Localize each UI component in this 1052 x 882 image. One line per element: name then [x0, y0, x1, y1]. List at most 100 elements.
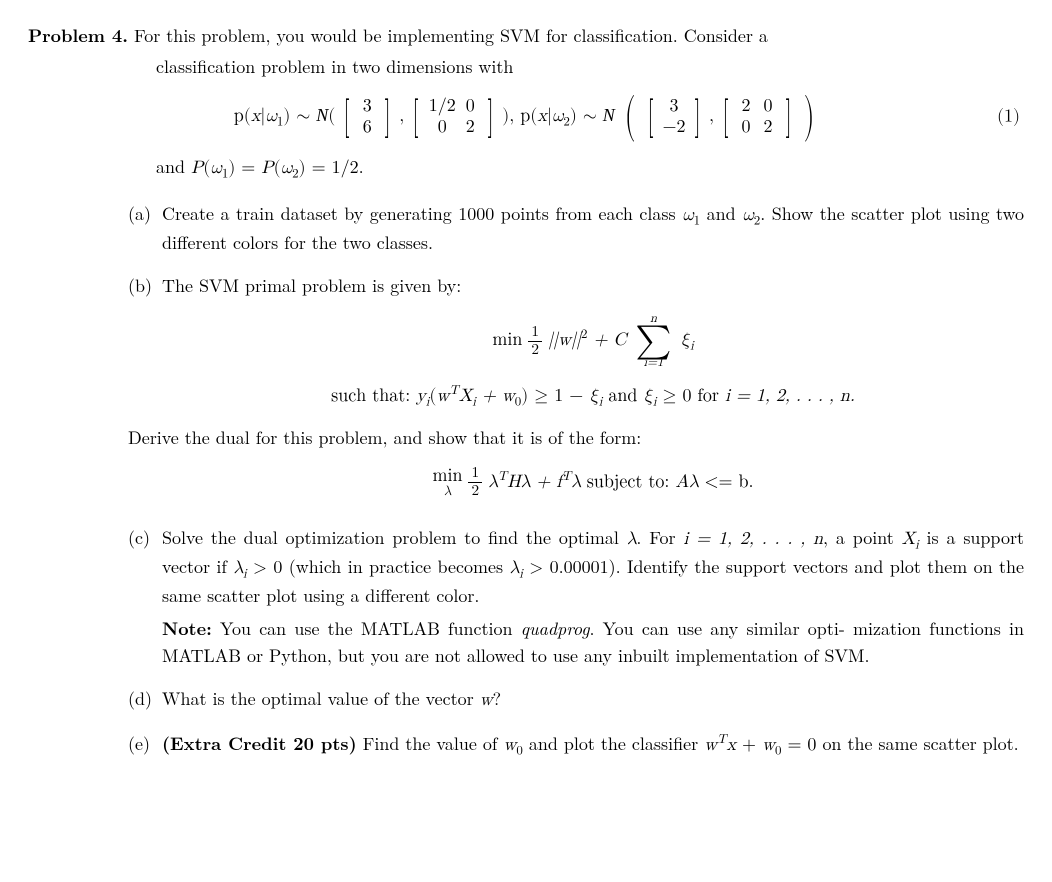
c-l2c: > 0 (which in practice becomes: [247, 554, 510, 579]
part-b: (b) The SVM primal problem is given by: …: [128, 272, 1024, 514]
b-xi2: ξ: [589, 387, 599, 405]
c-irange: i = 1, 2, . . . , n: [683, 530, 823, 548]
b-xi-sub: i: [690, 340, 694, 353]
eq1-x1: x: [251, 107, 261, 125]
b-Xi: X: [459, 387, 473, 405]
b-and: and: [602, 387, 643, 405]
b-irange: i = 1, 2, . . . , n.: [725, 387, 855, 405]
eq1-sim2: ) ∼: [570, 107, 603, 125]
priors-P1: P: [191, 159, 203, 177]
c-Xi: X: [902, 530, 916, 548]
eq1-comma2: ,: [709, 107, 714, 125]
equation-1: p(x|ω1) ∼ N( [36] , [1/2002] ), p(x|ω2) …: [28, 94, 1024, 139]
dual-plusf: + f: [530, 473, 561, 491]
priors-line: and P(ω1) = P(ω2) = 1/2.: [156, 153, 1024, 182]
e-supT: T: [717, 733, 726, 746]
eq1-lpar: (: [244, 107, 251, 125]
part-c-note: Note: You can use the MATLAB function qu…: [162, 615, 1024, 669]
part-e-text: (Extra Credit 20 pts) Find the value of …: [162, 730, 1024, 759]
m3-10: −2: [660, 117, 688, 138]
part-a-text: Create a train dataset by generating 100…: [162, 200, 1024, 256]
part-a-marker: (a): [128, 200, 162, 262]
c-quadprog: quadprog: [521, 616, 590, 641]
e-extra: (Extra Credit 20 pts): [162, 731, 357, 756]
primal-objective: min 12 ||w||2 + C n∑i=1 ξi: [162, 313, 1024, 369]
c-lami2: λ: [510, 559, 520, 577]
part-d-marker: (d): [128, 685, 162, 720]
problem-header: Problem 4. For this problem, you would b…: [28, 22, 1024, 49]
eq1-mat3: [3−2]: [645, 94, 703, 139]
part-c-p1: Solve the dual optimization problem to f…: [162, 524, 1024, 609]
a-w2: ω: [742, 206, 754, 224]
m2-01: 0: [459, 96, 481, 117]
dual-leb: <= b.: [699, 473, 754, 491]
eq1-w1: ω: [265, 107, 277, 125]
eq1-mat4: [2002]: [720, 94, 794, 139]
d-l1b: ?: [493, 686, 502, 711]
eq1-paren1: (: [328, 107, 335, 125]
eq1-N2: N: [603, 105, 615, 125]
b-supT: T: [449, 384, 458, 397]
priors-P2: P: [261, 159, 273, 177]
part-e-marker: (e): [128, 730, 162, 765]
parts-list: (a) Create a train dataset by generating…: [128, 200, 1024, 765]
dual-subj: subject to:: [587, 473, 676, 491]
e-w0b: w: [762, 736, 775, 754]
m3-00: 3: [660, 96, 688, 117]
part-d: (d) What is the optimal value of the vec…: [128, 685, 1024, 720]
m4-10: 0: [735, 117, 757, 138]
b-norm: ||w||: [548, 331, 581, 349]
m2-10: 0: [425, 117, 459, 138]
dual-supT: T: [498, 470, 507, 483]
a-and: and: [700, 201, 742, 226]
b-sq: 2: [581, 328, 587, 341]
m4-00: 2: [735, 96, 757, 117]
problem-intro-line2: classification problem in two dimensions…: [156, 54, 513, 79]
priors-rhs: ) = 1/2.: [299, 159, 364, 177]
dual-min-op: min: [432, 467, 462, 485]
a-l1: Create a train dataset by generating 100…: [162, 201, 682, 226]
dual-A: A: [675, 473, 689, 491]
e-l2: on the same scatter plot.: [822, 731, 1018, 756]
b-xi: ξ: [681, 331, 691, 349]
b-half-num: 1: [528, 324, 542, 342]
m1-00: 3: [356, 96, 378, 117]
part-c-marker: (c): [128, 524, 162, 675]
e-eq0: = 0: [781, 736, 816, 754]
m4-01: 0: [757, 96, 779, 117]
problem-label: Problem 4.: [28, 23, 128, 48]
eq1-comma1: ,: [399, 107, 404, 125]
c-note-l1b: . You can use any similar opti-: [589, 616, 844, 641]
e-x: x: [727, 736, 737, 754]
priors-w1: ω: [210, 159, 222, 177]
e-l1b: and plot the classifier: [523, 731, 704, 756]
eq1-mat1: [36]: [341, 94, 393, 139]
b-such: such that:: [331, 387, 416, 405]
b-min: min: [492, 331, 522, 349]
m2-11: 2: [459, 117, 481, 138]
d-w: w: [480, 691, 493, 709]
e-plus: +: [736, 736, 762, 754]
c-lam: λ: [627, 530, 637, 548]
c-l1a: Solve the dual optimization problem to f…: [162, 525, 627, 550]
b-sum-bot: i=1: [635, 357, 671, 370]
part-b-intro: The SVM primal problem is given by:: [162, 272, 1024, 299]
priors-eq: ) =: [228, 159, 261, 177]
eq1-N1: N: [316, 105, 328, 125]
eq1-w2: ω: [552, 107, 564, 125]
eq1-midparen: ),: [502, 107, 520, 125]
dual-lam3: λ: [571, 473, 581, 491]
part-d-text: What is the optimal value of the vector …: [162, 685, 1024, 714]
dual-num: 1: [468, 465, 482, 483]
dual-lam4: λ: [689, 473, 699, 491]
c-l1c: , a point: [823, 525, 894, 550]
m4-11: 2: [757, 117, 779, 138]
m1-10: 6: [356, 117, 378, 138]
c-note-l1a: You can use the MATLAB function: [212, 616, 521, 641]
dual-lam2: λ: [521, 473, 531, 491]
a-w1: ω: [682, 206, 694, 224]
part-e: (e) (Extra Credit 20 pts) Find the value…: [128, 730, 1024, 765]
primal-constraints: such that: yi(wTXi + w0) ≥ 1 − ξi and ξi…: [162, 383, 1024, 410]
b-xi3: ξ: [643, 387, 653, 405]
problem-intro-cont: classification problem in two dimensions…: [156, 53, 1024, 80]
